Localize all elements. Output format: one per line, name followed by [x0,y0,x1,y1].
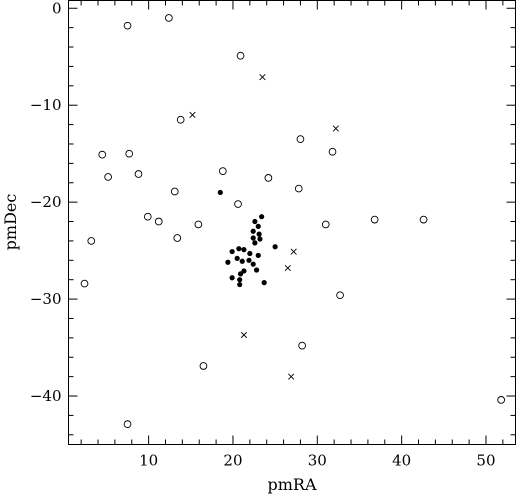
filled-point [255,223,261,229]
x-tick-label: 10 [139,452,158,470]
filled-point [234,255,240,261]
open-circle-point [218,167,227,175]
open-circle-point [143,212,152,221]
filled-point [237,281,243,288]
open-circle-point [236,51,245,60]
filled-point [241,247,247,253]
open-circle-point [176,115,185,124]
filled-point [250,261,256,267]
cross-point [259,73,266,81]
cross-point [284,264,291,272]
open-circle-point [336,291,344,300]
filled-point [246,257,252,263]
y-tick-label: −30 [30,290,62,308]
open-circle-point [173,234,182,242]
open-circle-point [199,362,208,370]
filled-point [261,280,267,286]
open-circle-point [80,279,89,288]
filled-point [241,268,247,274]
open-circle-point [497,396,506,404]
filled-point [250,228,256,234]
open-circle-point [104,173,112,181]
filled-point [237,271,244,277]
open-circle-point [234,200,242,208]
filled-point [229,248,235,255]
filled-point [237,277,243,283]
filled-point [225,259,231,265]
open-circle-point [123,420,132,428]
open-circle-point [194,220,203,229]
filled-point [255,252,261,259]
cross-point [290,248,297,255]
open-circle-point [370,215,379,224]
y-tick-label: −20 [30,193,62,211]
filled-point [256,231,262,237]
filled-point [229,275,235,281]
open-circle-point [419,215,428,224]
filled-point [250,235,256,241]
cross-point [189,111,196,119]
filled-point [252,218,258,225]
open-circle-point [134,170,143,178]
cross-point [288,373,295,380]
open-circle-point [87,237,96,245]
open-circle-point [328,147,337,156]
y-tick-label: −10 [30,96,62,114]
cross-point [240,331,248,339]
open-circle-point [321,220,330,229]
open-circle-point [264,174,273,182]
open-circle-point [125,149,134,158]
filled-point [272,244,278,250]
filled-point [236,246,242,252]
axis-ticks [68,0,516,445]
open-circle-point [294,184,303,193]
cross-point [332,125,339,132]
open-circle-point [296,135,305,143]
tick-labels: 10 20 30 40 50 0 −10 −20 −30 −40 [30,0,496,470]
x-tick-label: 20 [223,452,242,470]
filled-point [247,250,253,257]
y-axis-label: pmDec [1,194,20,251]
open-circle-point [165,14,173,22]
filled-point [259,214,265,220]
open-circle-point [298,341,306,350]
x-tick-label: 30 [308,452,327,470]
filled-point [217,189,223,196]
open-circle-point [170,187,179,196]
x-tick-label: 50 [476,452,495,470]
open-circle-point [98,150,107,159]
open-circle-point [123,21,132,30]
filled-point [252,240,258,246]
y-tick-label: −40 [30,387,62,405]
y-tick-label: 0 [52,0,62,17]
filled-point [257,236,263,242]
x-axis-label: pmRA [267,475,316,494]
x-tick-label: 40 [392,452,411,470]
filled-point [253,267,260,273]
open-circle-point [154,217,163,226]
data-points [80,14,506,428]
filled-point [239,258,245,264]
